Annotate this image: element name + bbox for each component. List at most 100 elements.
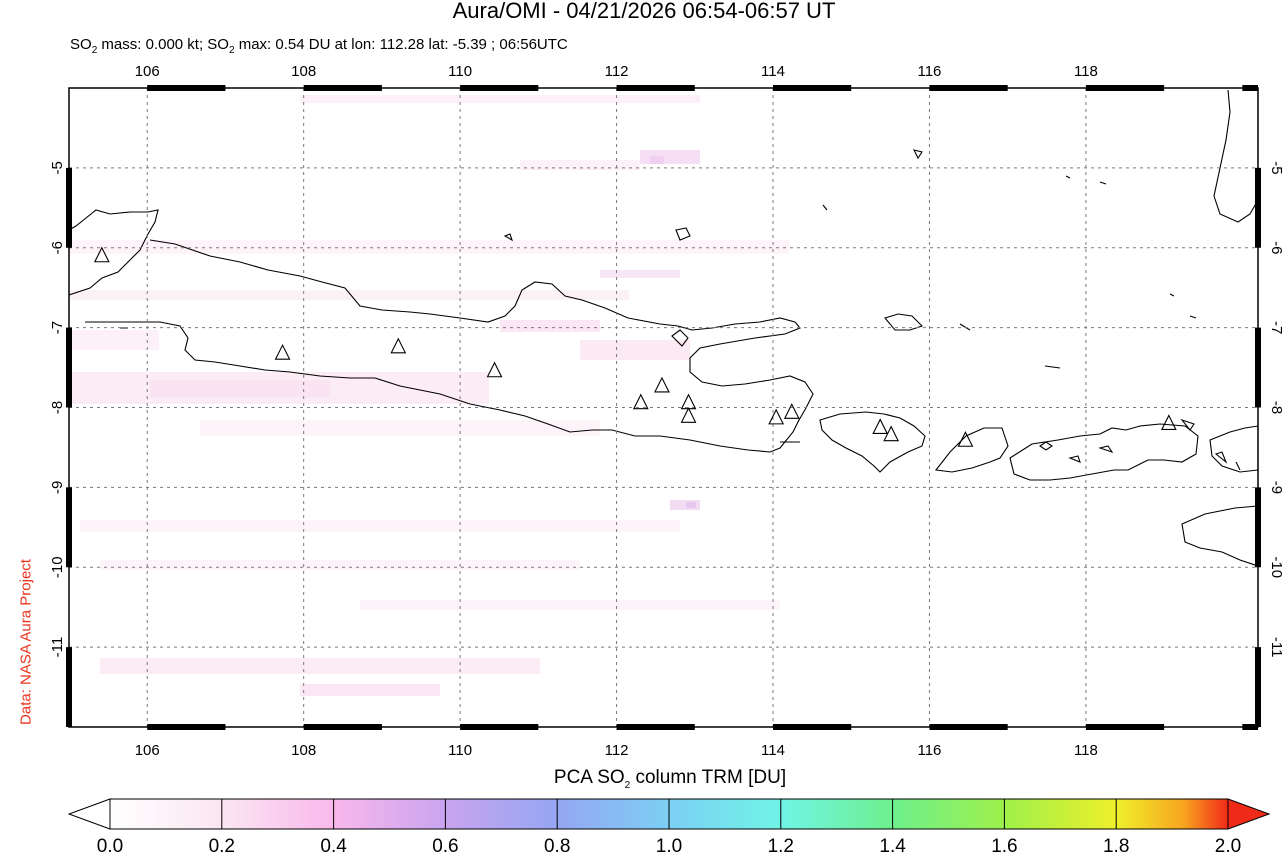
lon-tick-label-top: 114 (761, 63, 785, 80)
volcano-markers (93, 246, 1177, 447)
border-bar (1255, 167, 1261, 248)
volcano-icon (274, 343, 291, 360)
lat-tick-label-right: -6 (1268, 241, 1285, 254)
border-bar (929, 85, 1008, 91)
lat-tick-label-right: -11 (1268, 637, 1285, 658)
border-bar (1255, 487, 1261, 568)
lat-tick-label-right: -8 (1268, 401, 1285, 414)
flores-coast (1209, 425, 1258, 473)
lat-tick-label-left: -8 (49, 401, 66, 414)
border-bar (460, 724, 539, 730)
border-bar (773, 85, 852, 91)
map-grid (69, 88, 1258, 727)
colorbar-tick-label: 1.6 (991, 836, 1017, 855)
border-bar (773, 724, 852, 730)
border-bar (929, 724, 1008, 730)
lat-tick-label-left: -11 (49, 637, 66, 658)
lon-tick-label-top: 110 (448, 63, 472, 80)
java-north-coast (85, 239, 814, 453)
lat-tick-label-left: -5 (49, 161, 66, 174)
colorbar-tick-label: 0.2 (209, 836, 235, 855)
lon-tick-label-bottom: 112 (605, 742, 629, 759)
border-bar (303, 724, 382, 730)
border-bar (460, 85, 539, 91)
border-bar (1255, 647, 1261, 727)
volcano-icon (783, 403, 800, 419)
lon-tick-label-bottom: 110 (448, 742, 472, 759)
volcano-icon (680, 407, 697, 423)
sumatra-coast (69, 209, 159, 296)
sumbawa-coast (1009, 423, 1199, 481)
border-bar (1242, 85, 1258, 91)
border-bar (147, 724, 226, 730)
lon-tick-label-bottom: 106 (135, 742, 160, 759)
border-bar (66, 647, 72, 727)
volcano-icon (632, 393, 649, 410)
lon-tick-label-top: 118 (1074, 63, 1098, 80)
lombok-coast (934, 427, 1009, 473)
bawean-coast (675, 227, 691, 241)
border-bar (1085, 724, 1165, 730)
volcano-icon (486, 361, 503, 378)
colorbar: 0.0 0.2 0.4 0.6 0.8 1.0 1.2 1.4 1.6 1.8 2.0 (67, 798, 1271, 855)
lon-tick-label-bottom: 118 (1074, 742, 1098, 759)
so2-field (69, 95, 789, 696)
colorbar-tick-label: 0.0 (97, 836, 123, 855)
colorbar-tick-label: 1.2 (768, 836, 794, 855)
volcano-icon (654, 376, 670, 393)
sulawesi-coast (1213, 89, 1258, 223)
border-bar (147, 85, 226, 91)
lat-tick-label-left: -9 (49, 481, 66, 494)
border-bar (303, 85, 382, 91)
lon-tick-label-bottom: 116 (917, 742, 941, 759)
lon-tick-label-top: 108 (291, 63, 316, 80)
lon-tick-label-top: 116 (917, 63, 941, 80)
border-bar (616, 724, 695, 730)
map-tick-labels: 106 106 108 108 110 110 112 112 114 114 116 116 118 1… (49, 63, 1285, 759)
colorbar-low-arrow (67, 798, 111, 830)
volcano-icon (93, 246, 110, 263)
lon-tick-label-bottom: 114 (761, 742, 785, 759)
colorbar-title: PCA SO2 column TRM [DU] (553, 767, 787, 791)
border-bar (66, 167, 72, 248)
page-title: Aura/OMI - 04/21/2026 06:54-06:57 UT (452, 0, 836, 23)
lat-tick-label-left: -7 (49, 321, 66, 334)
colorbar-tick-label: 0.6 (432, 836, 458, 855)
lon-tick-label-bottom: 108 (291, 742, 316, 759)
volcano-icon (1160, 414, 1177, 431)
volcano-icon (768, 408, 785, 425)
kangean-coast (884, 313, 924, 331)
lat-tick-label-left: -6 (49, 241, 66, 254)
map-subtitle: SO2 mass: 0.000 kt; SO2 max: 0.54 DU at … (70, 36, 568, 56)
border-bar (1085, 85, 1165, 91)
lat-tick-label-right: -10 (1268, 556, 1285, 578)
lon-tick-label-top: 112 (605, 63, 629, 80)
colorbar-tick-label: 1.8 (1103, 836, 1129, 855)
bali-coast (819, 411, 926, 473)
colorbar-tick-label: 0.4 (320, 836, 347, 855)
lat-tick-label-right: -9 (1268, 481, 1285, 494)
lat-tick-label-right: -5 (1268, 161, 1285, 174)
border-bar (1242, 724, 1258, 730)
volcano-icon (872, 418, 889, 435)
border-bar (66, 487, 72, 568)
sumba-coast (1181, 505, 1258, 567)
colorbar-high-arrow (1227, 798, 1271, 830)
map-border-bars (66, 85, 1261, 730)
lat-tick-label-right: -7 (1268, 321, 1285, 334)
lon-tick-label-top: 106 (135, 63, 160, 80)
madura-coast (671, 329, 689, 347)
volcano-icon (957, 431, 974, 447)
border-bar (66, 327, 72, 408)
north-isles (822, 149, 1197, 369)
volcano-icon (680, 393, 697, 410)
volcano-icon (390, 337, 407, 354)
colorbar-tick-label: 2.0 (1215, 836, 1241, 855)
colorbar-tick-label: 0.8 (544, 836, 570, 855)
border-bar (1255, 327, 1261, 408)
colorbar-tick-label: 1.4 (879, 836, 906, 855)
karimunjawa-coast (503, 233, 513, 242)
colorbar-tick-label: 1.0 (656, 836, 682, 855)
border-bar (616, 85, 695, 91)
